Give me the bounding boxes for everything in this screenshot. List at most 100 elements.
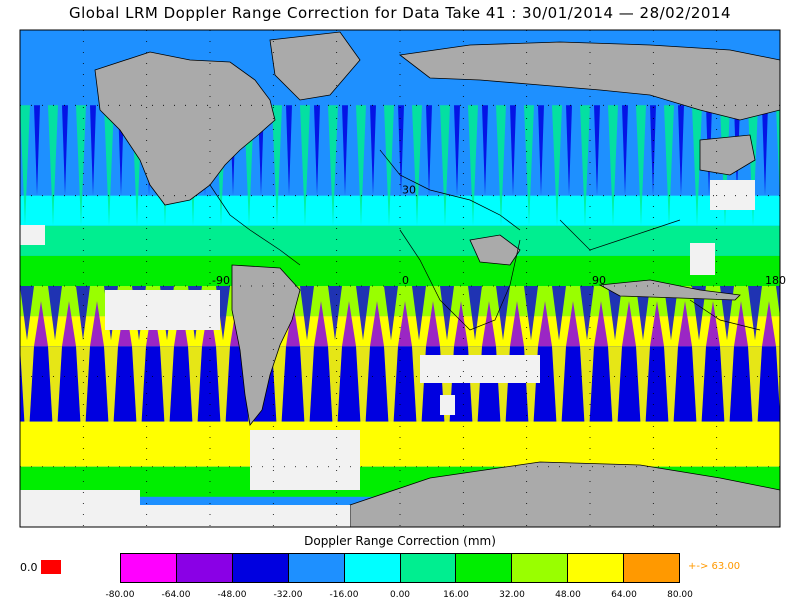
colorbar-tick: -32.00 xyxy=(273,590,303,600)
orbit-stripe xyxy=(328,105,338,226)
orbit-stripe xyxy=(706,301,720,347)
orbit-stripe xyxy=(776,286,780,318)
colorbar-tick: -48.00 xyxy=(217,590,247,600)
orbit-stripe xyxy=(748,105,758,226)
orbit-stripe xyxy=(580,346,594,467)
orbit-stripe xyxy=(566,301,580,347)
orbit-stripe xyxy=(76,286,90,341)
orbit-stripe xyxy=(426,105,432,196)
orbit-stripe xyxy=(790,105,796,195)
overflow-label: +-> 63.00 xyxy=(688,561,741,572)
colorbar-cell xyxy=(400,554,457,582)
longitude-label: 90 xyxy=(592,274,606,287)
colorbar-cell xyxy=(456,554,513,582)
orbit-stripe xyxy=(678,301,692,347)
orbit-stripe xyxy=(314,301,328,347)
color-band xyxy=(20,195,780,226)
orbit-stripe xyxy=(272,346,286,467)
orbit-stripe xyxy=(356,346,370,467)
orbit-stripe xyxy=(62,105,68,196)
orbit-stripe xyxy=(468,286,482,341)
nodata-patches xyxy=(20,180,755,527)
orbit-stripe xyxy=(734,301,748,347)
color-band xyxy=(20,255,780,287)
orbit-stripe xyxy=(104,105,114,226)
orbit-stripe xyxy=(440,105,450,226)
colorbar-tick: 16.00 xyxy=(443,590,469,600)
orbit-stripe xyxy=(552,105,562,226)
orbit-stripe xyxy=(440,286,454,341)
orbit-stripe xyxy=(608,105,618,226)
orbit-stripe xyxy=(286,105,292,196)
orbit-stripe xyxy=(580,105,590,226)
orbit-stripe xyxy=(664,286,678,341)
orbit-stripe xyxy=(496,105,506,226)
colorbar-tick: -64.00 xyxy=(161,590,191,600)
orbit-stripe xyxy=(370,301,384,347)
orbit-stripe xyxy=(328,286,342,341)
orbit-stripe xyxy=(412,286,426,341)
orbit-stripe xyxy=(356,105,366,226)
orbit-stripe xyxy=(468,105,478,226)
africa-north xyxy=(469,234,521,266)
colorbar-cell xyxy=(568,554,625,582)
orbit-stripe xyxy=(496,286,510,341)
orbit-stripe xyxy=(510,301,524,347)
orbit-stripe xyxy=(356,286,370,341)
orbit-stripe xyxy=(90,105,96,196)
orbit-stripe xyxy=(608,346,622,467)
orbit-stripe xyxy=(762,301,776,347)
orbit-stripe xyxy=(34,105,40,196)
orbit-stripe xyxy=(286,301,300,347)
orbit-stripe xyxy=(426,301,440,347)
colorbar-cell xyxy=(624,554,680,582)
orbit-stripe xyxy=(384,286,398,341)
orbit-stripe xyxy=(48,346,62,467)
orbit-stripe xyxy=(132,346,146,467)
orbit-stripe xyxy=(678,105,684,196)
orbit-stripe xyxy=(300,346,314,467)
orbit-stripe xyxy=(622,105,628,196)
orbit-stripe xyxy=(76,105,86,226)
zero-value-swatch xyxy=(41,560,61,574)
orbit-stripe xyxy=(748,286,762,341)
orbit-stripe xyxy=(48,105,58,226)
antarctica xyxy=(349,461,780,527)
colorbar-cell xyxy=(176,554,233,582)
orbit-stripe xyxy=(342,105,348,196)
colorbar-tick: -80.00 xyxy=(105,590,135,600)
orbit-stripe xyxy=(594,301,608,347)
orbit-stripe xyxy=(454,301,468,347)
colorbar-tick: 80.00 xyxy=(667,590,693,600)
orbit-stripe xyxy=(692,105,702,226)
south-america xyxy=(231,264,301,426)
colorbar-cell xyxy=(232,554,289,582)
colorbar-cell xyxy=(344,554,401,582)
orbit-stripe xyxy=(664,346,678,467)
orbit-stripe xyxy=(482,301,496,347)
orbit-stripe xyxy=(454,105,460,196)
orbit-stripe xyxy=(370,105,376,196)
colorbar-cell xyxy=(512,554,569,582)
orbit-stripe xyxy=(650,105,656,196)
colorbar-tick: 32.00 xyxy=(499,590,525,600)
orbit-stripe xyxy=(622,301,636,347)
orbit-stripe xyxy=(20,346,34,467)
orbit-stripe xyxy=(482,105,488,196)
orbit-stripe xyxy=(398,105,404,196)
orbit-stripe xyxy=(62,301,76,347)
orbit-stripe xyxy=(20,105,30,226)
north-america xyxy=(94,51,276,206)
orbit-stripe xyxy=(776,105,780,202)
orbit-stripe xyxy=(790,301,800,346)
coastlines xyxy=(209,149,761,331)
eurasia-north xyxy=(399,41,780,121)
colorbar xyxy=(120,553,680,583)
orbit-stripe xyxy=(524,105,534,226)
doppler-map: -90 0 90 180 30 xyxy=(19,29,800,528)
orbit-stripe xyxy=(20,286,34,341)
orbit-stripe xyxy=(300,286,314,341)
orbit-stripe xyxy=(664,105,674,226)
map-title: Global LRM Doppler Range Correction for … xyxy=(68,4,731,22)
orbit-stripe xyxy=(188,346,202,467)
